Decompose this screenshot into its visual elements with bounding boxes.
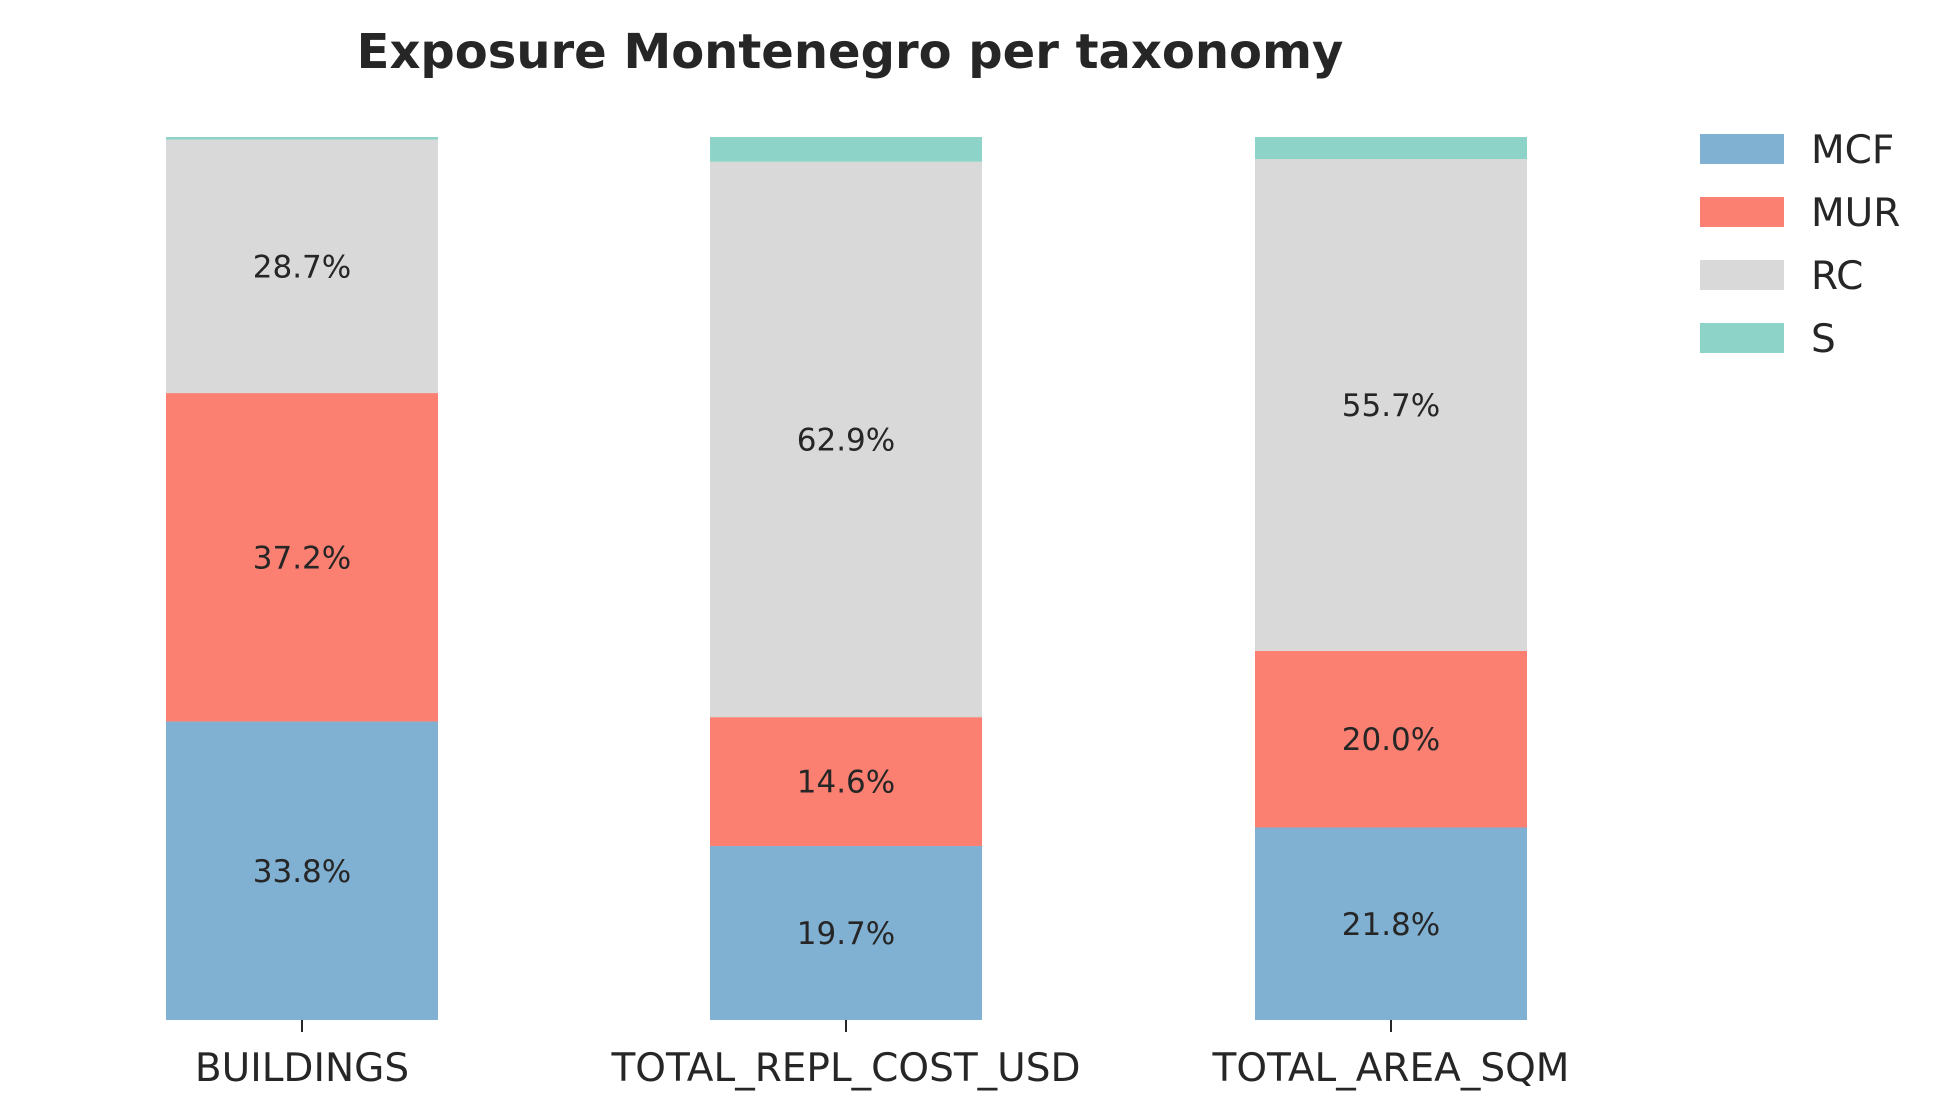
x-tick-label-buildings: BUILDINGS (195, 1046, 409, 1091)
bars-group: 33.8% 37.2% 28.7% 19.7% 14.6% 62.9% 21.8% 20.0%… (166, 137, 1527, 1020)
legend-label-mur: MUR (1811, 191, 1900, 236)
legend: MCF MUR RC S (1700, 128, 1900, 362)
bar-segment-rc-buildings (166, 139, 438, 394)
bar-segment-s-buildings (166, 137, 438, 140)
x-axis: BUILDINGS TOTAL_REPL_COST_USD TOTAL_AREA_S… (195, 1020, 1570, 1091)
bar-segment-mcf-buildings (166, 721, 438, 1020)
data-label-mur-total-repl-cost-usd: 14.6% (797, 765, 895, 801)
bar-segment-mcf-total-repl-cost-usd (710, 846, 982, 1020)
bar-segment-s-total-area-sqm (1255, 137, 1527, 160)
bar-segment-mur-total-repl-cost-usd (710, 717, 982, 847)
data-label-rc-buildings: 28.7% (253, 249, 351, 285)
x-tick-label-total-area-sqm: TOTAL_AREA_SQM (1212, 1046, 1570, 1091)
bar-segment-mcf-total-area-sqm (1255, 827, 1527, 1020)
bar-segment-rc-total-repl-cost-usd (710, 161, 982, 718)
data-label-mcf-buildings: 33.8% (253, 854, 351, 890)
data-label-rc-total-repl-cost-usd: 62.9% (797, 422, 895, 458)
bar-segment-s-total-repl-cost-usd (710, 137, 982, 162)
legend-label-s: S (1811, 317, 1836, 362)
data-label-mcf-total-area-sqm: 21.8% (1342, 907, 1440, 943)
data-label-rc-total-area-sqm: 55.7% (1342, 388, 1440, 424)
chart-title: Exposure Montenegro per taxonomy (357, 24, 1344, 80)
data-label-mcf-total-repl-cost-usd: 19.7% (797, 916, 895, 952)
data-label-mur-buildings: 37.2% (253, 540, 351, 576)
legend-swatch-mcf (1700, 134, 1784, 164)
legend-swatch-mur (1700, 197, 1784, 227)
legend-swatch-rc (1700, 260, 1784, 290)
bar-segment-mur-buildings (166, 393, 438, 722)
data-label-mur-total-area-sqm: 20.0% (1342, 722, 1440, 758)
legend-label-mcf: MCF (1811, 128, 1894, 173)
bar-segment-mur-total-area-sqm (1255, 650, 1527, 828)
legend-label-rc: RC (1811, 254, 1863, 299)
legend-swatch-s (1700, 323, 1784, 353)
bar-segment-rc-total-area-sqm (1255, 159, 1527, 651)
x-tick-label-total-repl-cost-usd: TOTAL_REPL_COST_USD (610, 1046, 1080, 1091)
